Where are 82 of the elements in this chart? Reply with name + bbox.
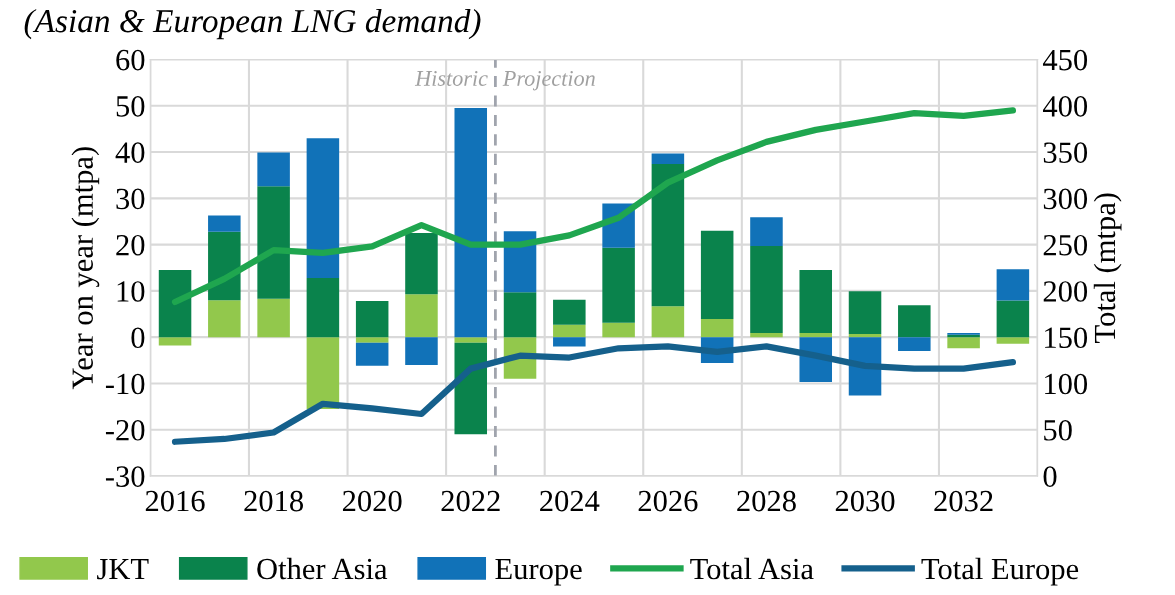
bar [898, 337, 931, 352]
bar [355, 342, 389, 366]
bar [158, 337, 192, 346]
bar [355, 337, 389, 343]
y2-tick-label: 50 [1044, 420, 1072, 441]
bar [553, 337, 586, 347]
y-tick-label: 30 [116, 188, 145, 210]
bar [405, 337, 438, 365]
bar [257, 298, 290, 338]
bar [503, 292, 537, 338]
y2-axis-title: Total (mtpa) [1093, 193, 1122, 343]
y2-tick-label: 250 [1043, 234, 1088, 256]
x-tick-label: 2032 [934, 490, 993, 512]
y2-tick-label: 400 [1042, 96, 1088, 117]
x-tick-label: 2024 [540, 490, 600, 512]
bar [898, 305, 931, 338]
bar [799, 333, 833, 338]
bar [947, 337, 980, 349]
bar [158, 270, 192, 338]
bar [602, 322, 635, 338]
bar [454, 342, 488, 435]
bar [208, 300, 241, 338]
annotation: Historic [414, 70, 488, 86]
annotation: Projection [502, 70, 595, 91]
bar [553, 324, 586, 338]
legend-label: Other Asia [257, 557, 388, 580]
bar [996, 300, 1030, 338]
bar [848, 333, 882, 338]
bar [306, 277, 340, 338]
y-tick-label: -20 [105, 420, 145, 441]
y-tick-label: 10 [117, 281, 145, 302]
chart-title: (Asian & European LNG demand) [24, 8, 481, 40]
y-tick-label: 0 [131, 327, 145, 349]
bar [750, 333, 783, 338]
y2-tick-label: 350 [1043, 142, 1088, 163]
bar [651, 153, 685, 165]
bar [700, 230, 734, 320]
bar [454, 337, 488, 343]
y-tick-label: 40 [115, 142, 145, 163]
bar [750, 217, 783, 246]
y-tick-label: 50 [116, 96, 145, 117]
bar [355, 301, 389, 338]
bar [405, 233, 438, 295]
legend-label: Europe [495, 559, 582, 586]
x-tick-label: 2028 [737, 490, 796, 512]
y2-tick-label: 0 [1043, 466, 1057, 487]
bar [651, 306, 685, 338]
x-tick-label: 2026 [638, 490, 698, 512]
bar [651, 164, 685, 307]
bar [553, 299, 586, 325]
bar [700, 319, 734, 338]
y-tick-label: -30 [105, 466, 145, 487]
y2-tick-label: 200 [1043, 281, 1088, 302]
y-axis-title: Year on year (mtpa) [71, 147, 100, 390]
y-tick-label: -10 [105, 373, 145, 395]
bar [306, 138, 340, 278]
bar [208, 215, 241, 232]
y2-tick-label: 150 [1045, 327, 1088, 349]
legend-label: Total Europe [921, 557, 1079, 586]
y-tick-label: 60 [116, 49, 145, 71]
bar [306, 337, 340, 409]
y-tick-label: 20 [116, 234, 145, 256]
bar [454, 108, 488, 338]
x-tick-label: 2030 [835, 490, 895, 512]
bar [996, 337, 1030, 344]
y2-tick-label: 100 [1045, 373, 1088, 395]
bar [848, 291, 882, 334]
y2-tick-label: 300 [1043, 188, 1088, 210]
y2-tick-label: 450 [1042, 49, 1088, 71]
x-tick-label: 2020 [342, 490, 402, 512]
legend-label: JKT [97, 559, 149, 580]
bar [750, 246, 783, 333]
bar [257, 152, 290, 187]
bar [799, 270, 833, 333]
legend-label: Total Asia [690, 557, 814, 580]
bar [996, 269, 1030, 301]
x-tick-label: 2016 [145, 490, 205, 512]
bar [257, 186, 290, 299]
x-tick-label: 2022 [441, 490, 500, 512]
x-tick-label: 2018 [244, 490, 303, 512]
bar [602, 247, 635, 323]
bar [405, 294, 438, 338]
